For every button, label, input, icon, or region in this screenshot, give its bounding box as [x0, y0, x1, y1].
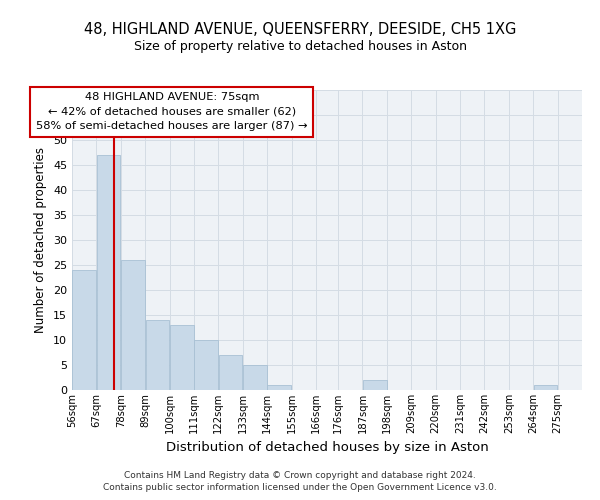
Bar [363, 380, 386, 390]
Text: 48, HIGHLAND AVENUE, QUEENSFERRY, DEESIDE, CH5 1XG: 48, HIGHLAND AVENUE, QUEENSFERRY, DEESID… [84, 22, 516, 38]
Bar [121, 260, 145, 390]
Bar [194, 340, 218, 390]
X-axis label: Distribution of detached houses by size in Aston: Distribution of detached houses by size … [166, 442, 488, 454]
Bar [243, 365, 267, 390]
Text: Contains HM Land Registry data © Crown copyright and database right 2024.: Contains HM Land Registry data © Crown c… [124, 471, 476, 480]
Bar [170, 325, 194, 390]
Bar [533, 385, 557, 390]
Bar [97, 155, 121, 390]
Bar [73, 270, 96, 390]
Text: 48 HIGHLAND AVENUE: 75sqm
← 42% of detached houses are smaller (62)
58% of semi-: 48 HIGHLAND AVENUE: 75sqm ← 42% of detac… [36, 92, 308, 132]
Bar [218, 355, 242, 390]
Bar [268, 385, 291, 390]
Bar [146, 320, 169, 390]
Y-axis label: Number of detached properties: Number of detached properties [34, 147, 47, 333]
Text: Contains public sector information licensed under the Open Government Licence v3: Contains public sector information licen… [103, 484, 497, 492]
Text: Size of property relative to detached houses in Aston: Size of property relative to detached ho… [133, 40, 467, 53]
